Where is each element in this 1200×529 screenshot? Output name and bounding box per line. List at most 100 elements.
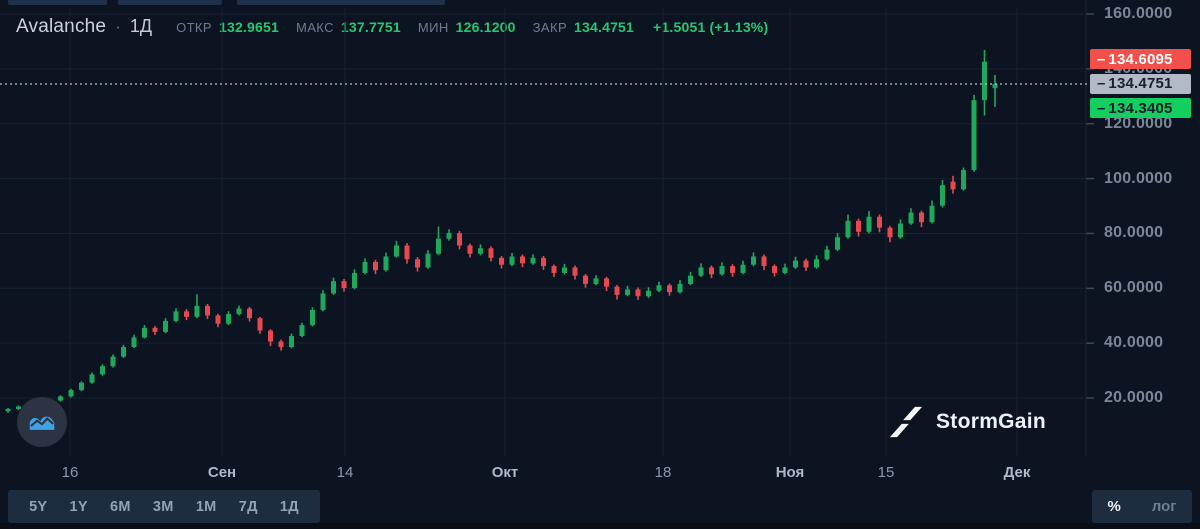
candle-up xyxy=(625,285,630,297)
candle-up xyxy=(310,307,315,327)
candle-down xyxy=(761,254,767,271)
candle-down xyxy=(247,306,252,322)
candle-down xyxy=(257,316,263,334)
cropped-top-button[interactable] xyxy=(118,0,222,5)
ohlc-field: ОТКР 132.9651 xyxy=(176,19,279,35)
candle-down xyxy=(205,303,210,320)
field-value: 134.4751 xyxy=(574,19,635,35)
candle-up xyxy=(79,381,84,392)
timeframe-button-3m[interactable]: 3M xyxy=(152,498,174,515)
candle-down xyxy=(415,257,420,272)
candle-up xyxy=(320,290,326,312)
candle-down xyxy=(730,264,735,277)
candle-up xyxy=(688,271,693,286)
candle-down xyxy=(499,255,504,269)
candle-down xyxy=(520,254,525,268)
candle-up xyxy=(289,333,294,349)
timeframe-toolbar: 5Y 1Y 6M 3M 1M 7Д 1Д xyxy=(8,490,320,523)
candle-up xyxy=(982,49,987,116)
candle-down xyxy=(877,214,882,233)
timeframe-button-1д[interactable]: 1Д xyxy=(279,498,299,515)
candle-up xyxy=(383,252,389,272)
candle-up xyxy=(971,94,977,172)
candle-down xyxy=(604,276,609,292)
tag-dash: – xyxy=(1097,50,1106,68)
candle-up xyxy=(677,280,683,294)
candle-down xyxy=(373,259,378,275)
candle-up xyxy=(530,254,536,265)
candle-down xyxy=(278,339,284,351)
candle-down xyxy=(583,274,588,288)
price-tick-label: 20.0000 xyxy=(1104,389,1164,407)
time-tick-label: 14 xyxy=(336,464,354,481)
candle-up xyxy=(58,395,63,402)
candle-down xyxy=(919,210,924,228)
area-chart-icon xyxy=(28,411,56,433)
candle-up xyxy=(509,252,515,267)
log-scale-button[interactable]: лог xyxy=(1151,498,1177,515)
candle-down xyxy=(215,313,221,328)
time-tick-label: Сен xyxy=(207,464,237,481)
candle-down xyxy=(950,175,956,194)
field-value: 132.9651 xyxy=(218,19,279,35)
price-tick-label: 40.0000 xyxy=(1104,334,1164,352)
candle-up xyxy=(814,255,819,269)
candle-down xyxy=(341,278,347,292)
cropped-top-button[interactable] xyxy=(237,0,445,5)
timeframe-button-7д[interactable]: 7Д xyxy=(238,498,258,515)
candle-up xyxy=(478,244,483,256)
candle-up xyxy=(824,245,830,261)
candle-down xyxy=(488,246,494,262)
timeframe-button-1m[interactable]: 1M xyxy=(195,498,217,515)
candle-up xyxy=(751,252,756,267)
symbol-name: Avalanche xyxy=(16,16,107,37)
candle-down xyxy=(614,285,620,300)
candle-up xyxy=(740,260,746,275)
candle-down xyxy=(772,264,777,277)
tag-value: 134.6095 xyxy=(1108,50,1173,68)
tag-dash: – xyxy=(1097,75,1106,92)
candle-up xyxy=(782,263,788,275)
ask-price-tag: –134.6095 xyxy=(1090,49,1191,69)
candlestick-chart[interactable] xyxy=(0,0,1200,458)
timeframe-label: 1Д xyxy=(129,16,153,36)
watermark-text: StormGain xyxy=(936,410,1047,433)
time-tick-label: 18 xyxy=(654,464,672,481)
candle-up xyxy=(362,258,368,275)
timeframe-button-5y[interactable]: 5Y xyxy=(29,498,48,515)
candle-down xyxy=(404,243,410,264)
candle-up xyxy=(68,388,74,398)
candle-up xyxy=(961,167,966,191)
candle-up xyxy=(226,311,231,326)
candle-up xyxy=(793,256,798,269)
candle-up xyxy=(845,214,851,239)
field-label: МАКС xyxy=(295,20,334,35)
price-tick-label: 120.0000 xyxy=(1104,114,1173,132)
field-value: 126.1200 xyxy=(455,19,516,35)
candle-up xyxy=(866,210,872,234)
timeframe-button-1y[interactable]: 1Y xyxy=(69,498,88,515)
candle-up xyxy=(436,226,441,256)
candle-up xyxy=(5,407,11,413)
candle-up xyxy=(110,354,116,368)
ohlc-field: ЗАКР 134.4751 xyxy=(533,19,634,35)
candle-down xyxy=(887,225,893,243)
candle-up xyxy=(646,287,651,298)
time-tick-label: Окт xyxy=(491,464,519,481)
candle-up xyxy=(835,233,840,251)
price-change: +1.5051 (+1.13%) xyxy=(653,19,769,35)
timeframe-button-6m[interactable]: 6M xyxy=(110,498,131,515)
percent-scale-button[interactable]: % xyxy=(1107,498,1121,515)
candle-up xyxy=(131,334,137,349)
ohlc-field: МИН 126.1200 xyxy=(418,19,516,35)
candle-up xyxy=(142,325,147,339)
candle-up xyxy=(173,308,179,323)
candle-down xyxy=(457,230,462,250)
separator-dot: · xyxy=(115,17,121,36)
candle-up xyxy=(394,240,399,258)
tag-value: 134.4751 xyxy=(1108,75,1173,92)
time-tick-label: 16 xyxy=(61,464,79,481)
chart-style-button[interactable] xyxy=(17,397,67,447)
candle-up xyxy=(656,281,662,293)
cropped-top-button[interactable] xyxy=(8,0,107,5)
